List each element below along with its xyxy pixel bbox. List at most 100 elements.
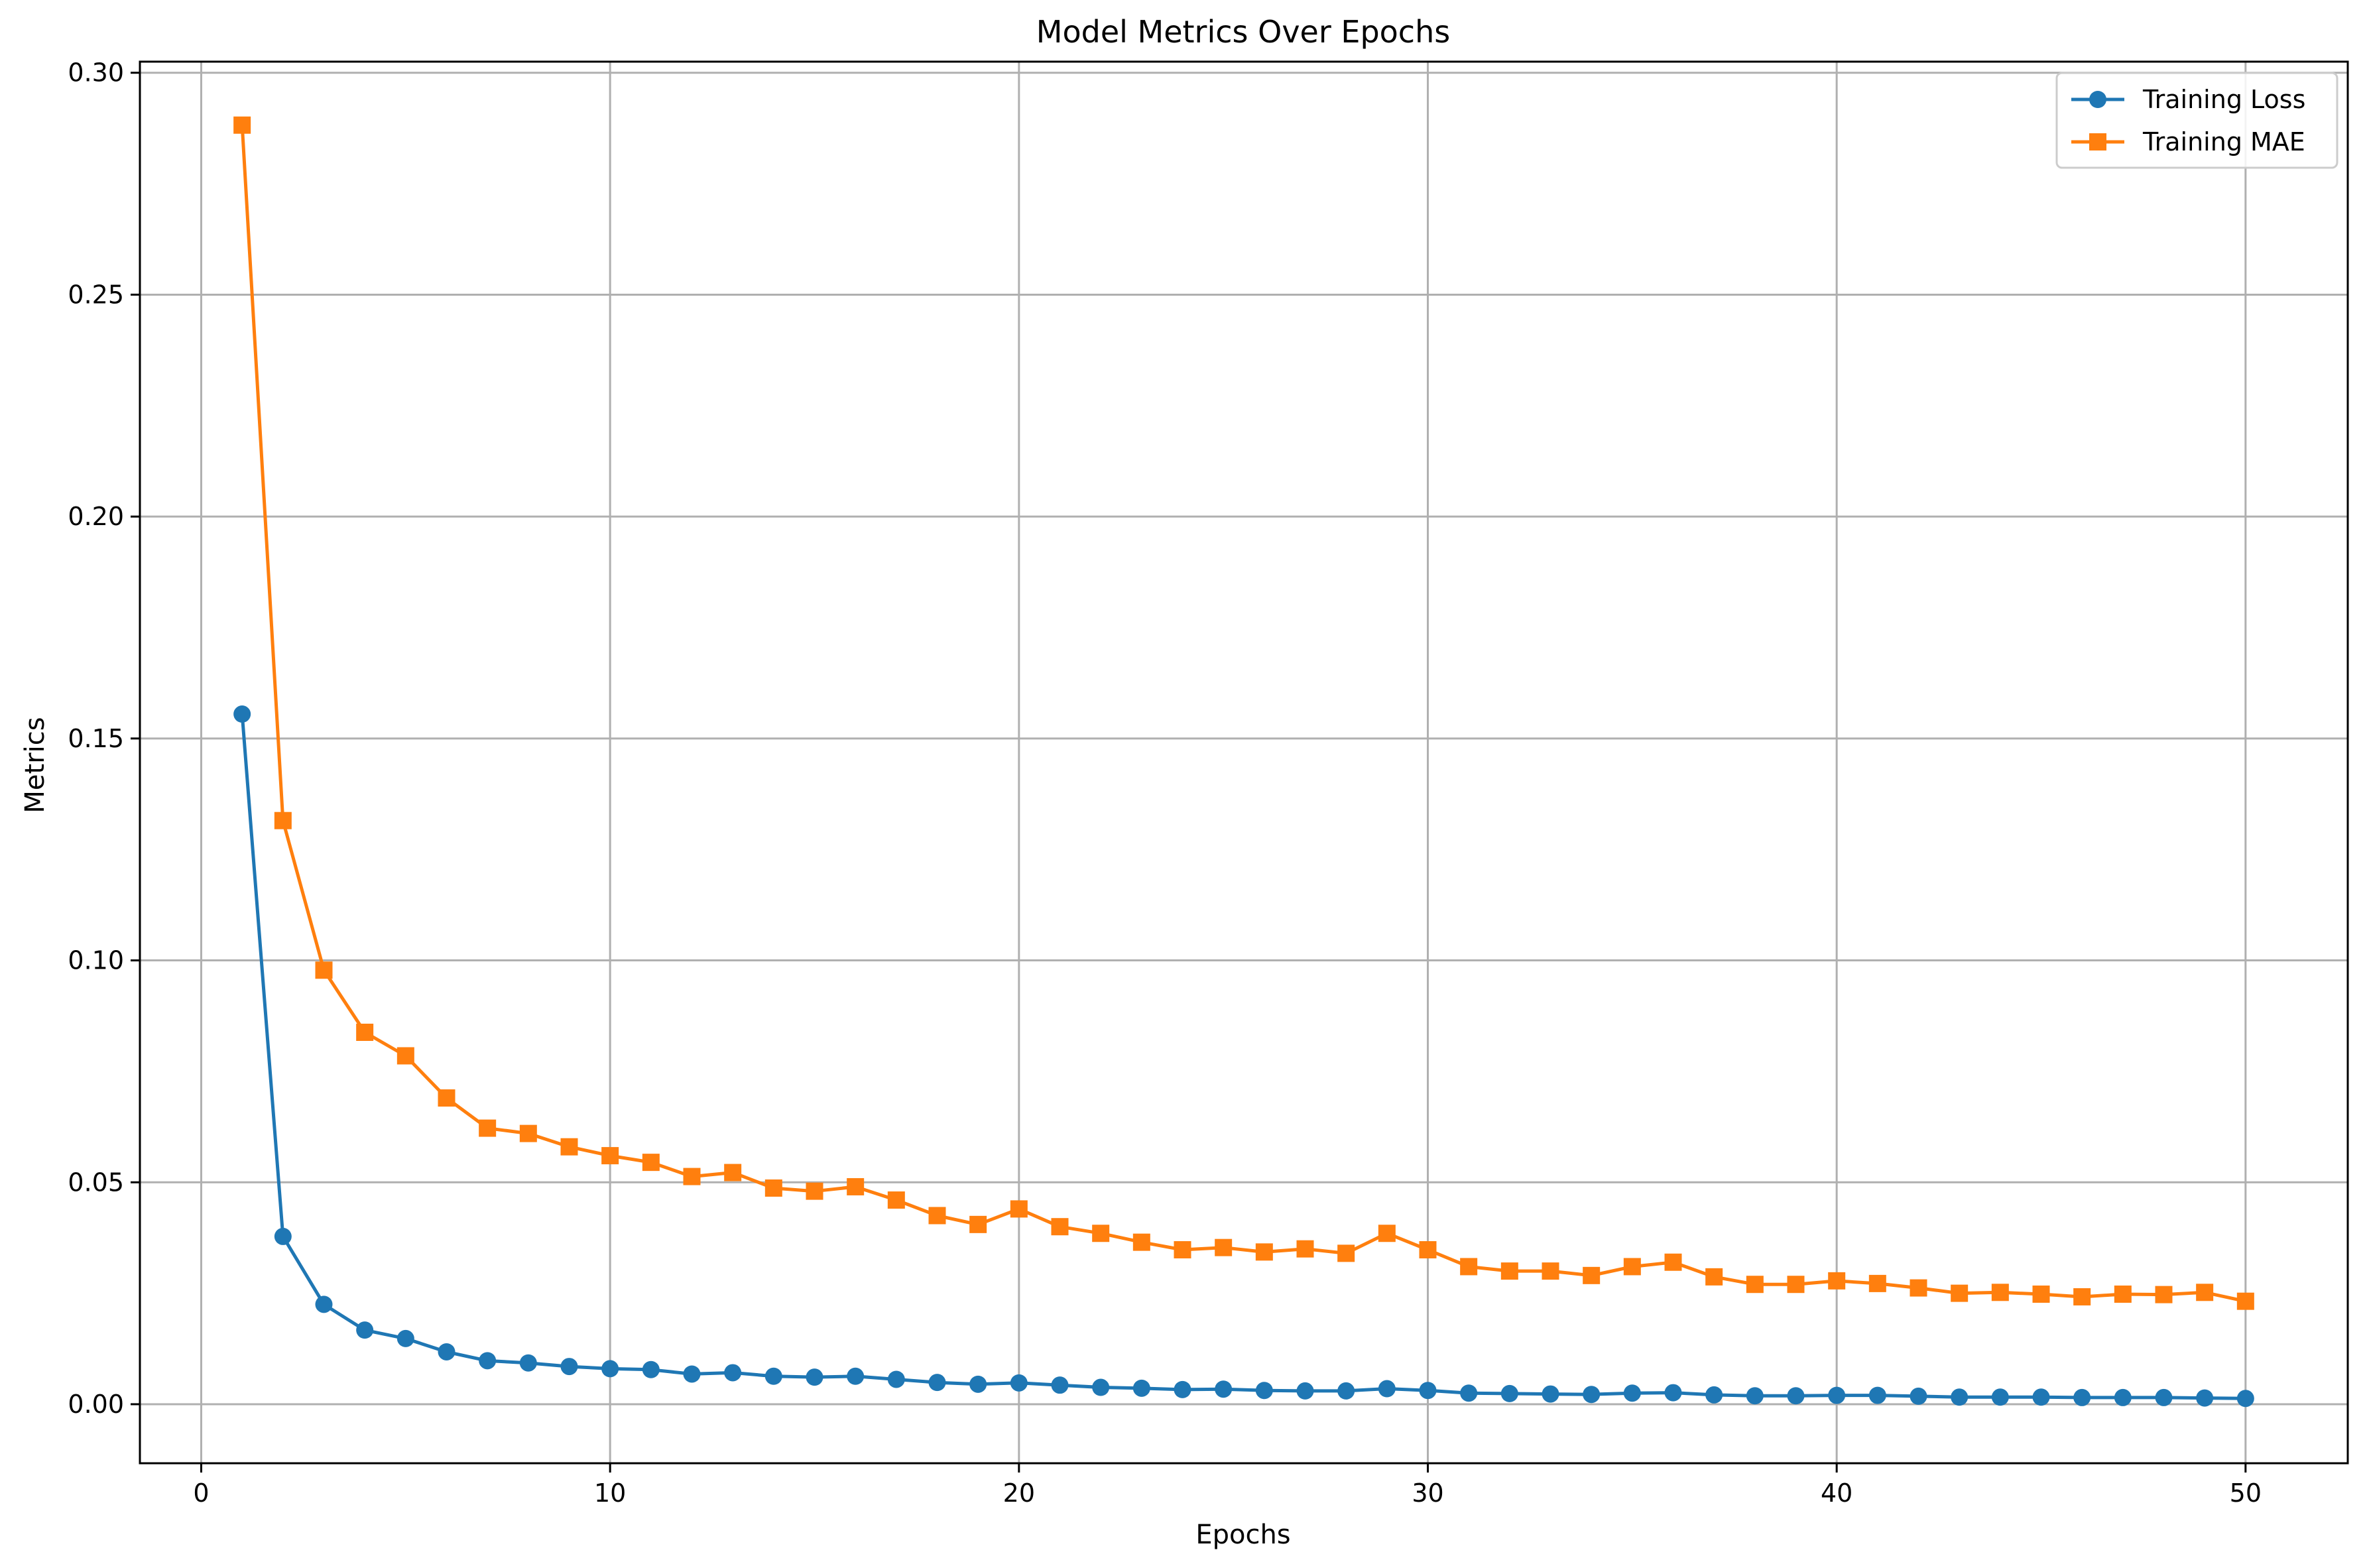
- data-point: [887, 1370, 905, 1388]
- data-point: [1787, 1387, 1805, 1405]
- data-point: [1583, 1386, 1601, 1404]
- data-point: [601, 1360, 619, 1378]
- x-tick-label: 10: [594, 1478, 626, 1508]
- data-point: [1337, 1382, 1355, 1400]
- y-tick-label: 0.30: [68, 58, 124, 88]
- data-point: [2032, 1388, 2050, 1406]
- data-point: [356, 1024, 374, 1042]
- data-point: [2032, 1285, 2050, 1303]
- data-point: [969, 1215, 987, 1233]
- data-point: [1910, 1279, 1927, 1297]
- y-tick-label: 0.05: [68, 1168, 124, 1197]
- data-point: [724, 1164, 742, 1181]
- data-point: [1092, 1378, 1110, 1396]
- data-point: [1583, 1266, 1601, 1284]
- data-point: [806, 1368, 823, 1386]
- y-tick-label: 0.20: [68, 502, 124, 531]
- legend-item: Training Loss: [2071, 85, 2305, 114]
- data-point: [233, 116, 251, 134]
- data-point: [1337, 1244, 1355, 1262]
- data-point: [1500, 1384, 1518, 1402]
- x-tick-label: 0: [193, 1478, 209, 1508]
- data-point: [519, 1124, 537, 1142]
- data-point: [642, 1154, 660, 1172]
- x-tick-label: 20: [1003, 1478, 1035, 1508]
- legend-label: Training Loss: [2142, 85, 2305, 114]
- series-training-loss: [233, 705, 2254, 1408]
- y-tick-label: 0.00: [68, 1390, 124, 1419]
- data-point: [396, 1329, 414, 1347]
- data-point: [1460, 1258, 1478, 1276]
- data-point: [1378, 1225, 1396, 1242]
- data-point: [1460, 1384, 1478, 1402]
- axis-ticks: 0 10 20 30 40 50 0.00 0.05 0.10 0.15 0.20 0.25 0.30: [68, 58, 2262, 1508]
- data-point: [2155, 1286, 2173, 1303]
- data-point: [2114, 1285, 2132, 1303]
- data-point: [2236, 1292, 2254, 1310]
- data-point: [1951, 1284, 1969, 1302]
- data-point: [2114, 1388, 2132, 1406]
- data-point: [847, 1177, 865, 1195]
- x-tick-label: 30: [1412, 1478, 1443, 1508]
- data-point: [274, 812, 292, 829]
- x-tick-label: 40: [1821, 1478, 1852, 1508]
- data-point: [2155, 1388, 2173, 1406]
- data-point: [683, 1365, 701, 1383]
- data-point: [1705, 1268, 1723, 1286]
- data-point: [1664, 1384, 1682, 1402]
- y-axis-label: Metrics: [20, 717, 50, 813]
- plot-series: [233, 116, 2254, 1408]
- data-point: [1787, 1276, 1805, 1294]
- data-point: [1296, 1382, 1314, 1400]
- data-point: [928, 1207, 946, 1225]
- data-point: [887, 1191, 905, 1209]
- data-point: [560, 1358, 578, 1376]
- data-point: [1132, 1233, 1150, 1251]
- data-point: [1419, 1382, 1437, 1400]
- x-tick-label: 50: [2230, 1478, 2262, 1508]
- data-point: [1215, 1238, 1233, 1256]
- data-point: [1010, 1200, 1028, 1218]
- y-tick-label: 0.15: [68, 724, 124, 753]
- data-point: [683, 1168, 701, 1185]
- legend-item: Training MAE: [2071, 127, 2305, 156]
- data-point: [1500, 1262, 1518, 1280]
- data-point: [1868, 1386, 1886, 1404]
- data-point: [1378, 1380, 1396, 1398]
- data-point: [1664, 1253, 1682, 1271]
- data-point: [928, 1374, 946, 1392]
- data-point: [1419, 1241, 1437, 1259]
- data-point: [1174, 1241, 1191, 1259]
- data-point: [1623, 1384, 1641, 1402]
- y-tick-label: 0.25: [68, 280, 124, 309]
- data-point: [356, 1321, 374, 1339]
- data-point: [1951, 1388, 1969, 1406]
- data-point: [1010, 1374, 1028, 1392]
- data-point: [601, 1147, 619, 1165]
- data-point: [1868, 1274, 1886, 1292]
- data-point: [1255, 1243, 1273, 1261]
- data-point: [1542, 1385, 1559, 1403]
- legend-box: [2055, 72, 2338, 169]
- data-point: [2073, 1388, 2091, 1406]
- data-point: [1746, 1387, 1764, 1405]
- legend-marker: [2089, 91, 2106, 108]
- data-point: [274, 1227, 292, 1245]
- data-point: [1215, 1380, 1233, 1398]
- chart-title: Model Metrics Over Epochs: [1036, 14, 1450, 50]
- data-point: [1051, 1376, 1069, 1394]
- data-point: [764, 1367, 782, 1385]
- data-point: [519, 1354, 537, 1372]
- data-point: [642, 1360, 660, 1378]
- data-point: [806, 1182, 823, 1200]
- data-point: [1051, 1218, 1069, 1236]
- data-point: [1623, 1258, 1641, 1276]
- grid-lines: [140, 62, 2348, 1463]
- legend-marker: [2089, 133, 2106, 151]
- legend: Training Loss Training MAE: [2055, 72, 2338, 169]
- data-point: [1092, 1225, 1110, 1242]
- data-point: [438, 1089, 455, 1107]
- data-point: [315, 1296, 333, 1313]
